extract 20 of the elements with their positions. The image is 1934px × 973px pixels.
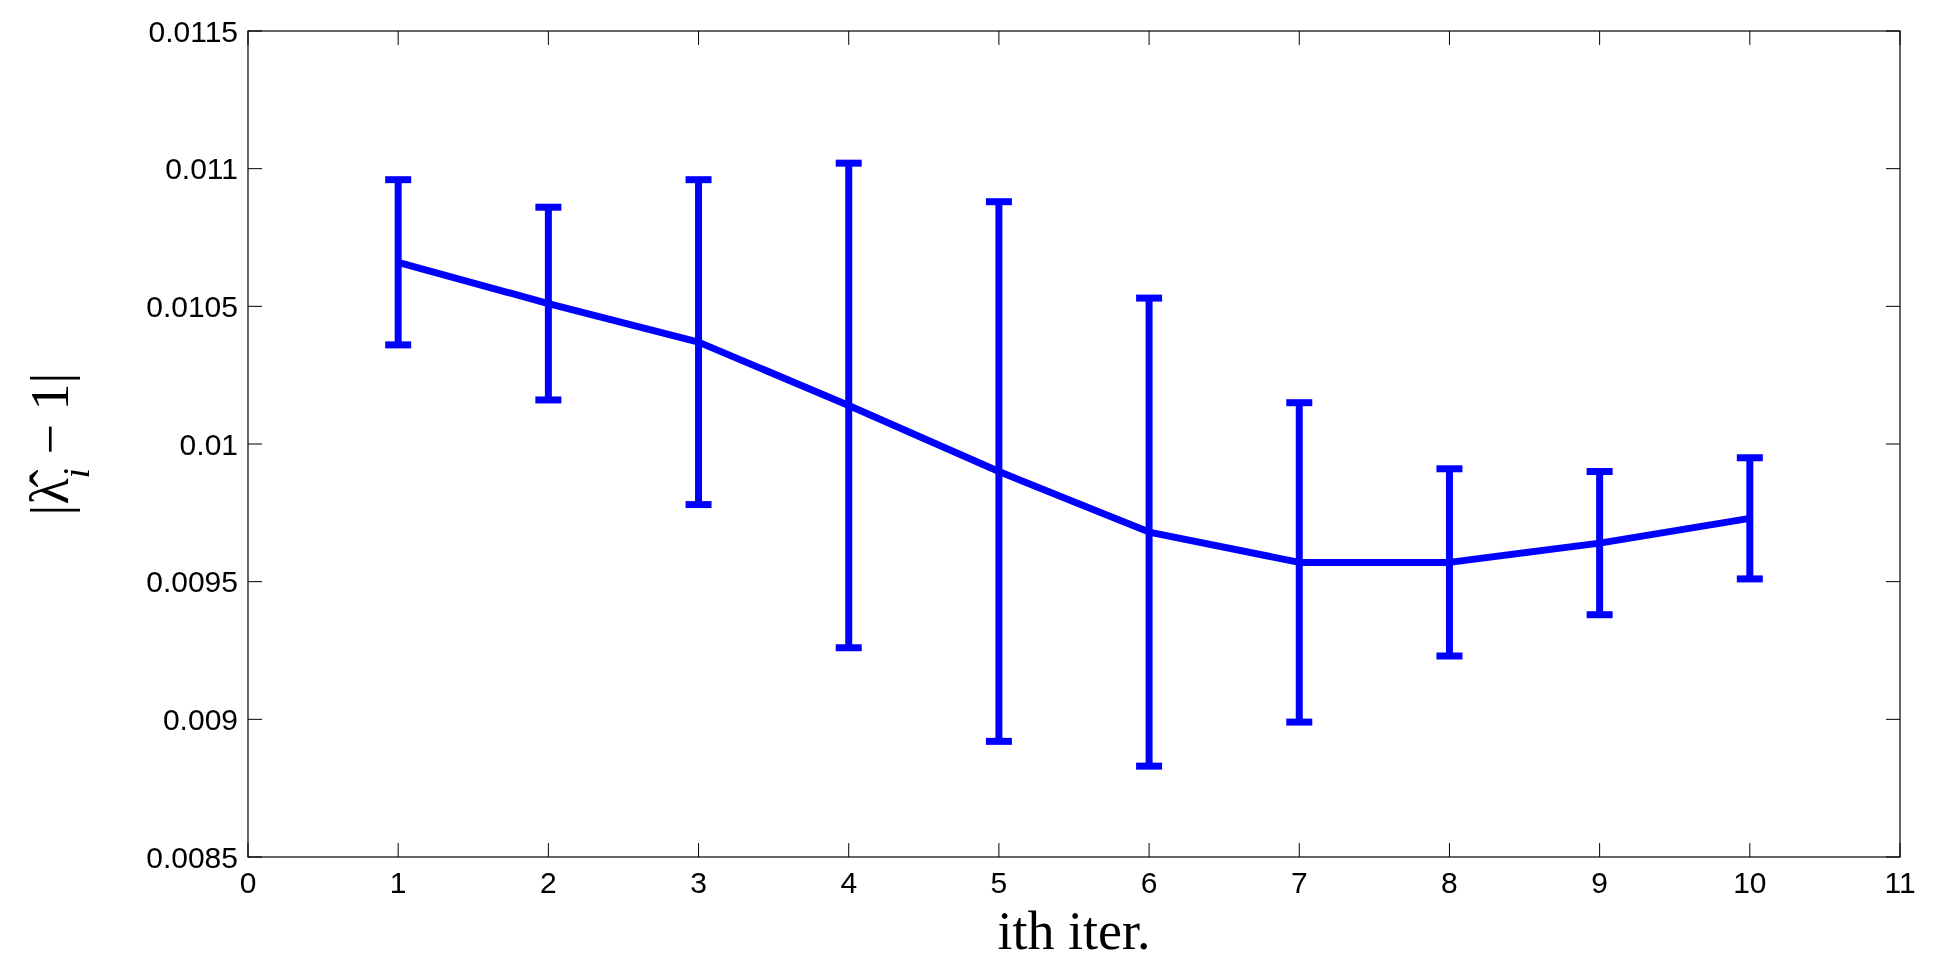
y-tick-label: 0.011 [165, 152, 238, 186]
x-tick-label: 1 [389, 866, 407, 899]
y-tick-label: 0.0115 [148, 14, 238, 48]
x-tick-label: 2 [540, 866, 557, 899]
x-tick-label: 6 [1140, 866, 1158, 899]
x-tick-label: 0 [239, 866, 257, 899]
x-tick-label: 3 [690, 866, 707, 899]
x-axis-title: ith iter. [997, 901, 1151, 961]
y-tick-label: 0.0085 [146, 840, 238, 874]
y-tick-label: 0.0105 [146, 289, 238, 323]
x-tick-label: 8 [1441, 866, 1458, 899]
y-tick-label: 0.0095 [146, 565, 238, 599]
x-tick-label: 10 [1733, 866, 1767, 899]
x-tick-label: 9 [1591, 866, 1608, 899]
y-tick-label: 0.01 [179, 427, 238, 461]
x-tick-label: 7 [1290, 866, 1308, 899]
x-tick-label: 5 [990, 866, 1008, 899]
y-tick-label: 0.009 [162, 702, 238, 736]
x-tick-label: 11 [1884, 866, 1916, 899]
x-tick-label: 4 [840, 866, 858, 899]
